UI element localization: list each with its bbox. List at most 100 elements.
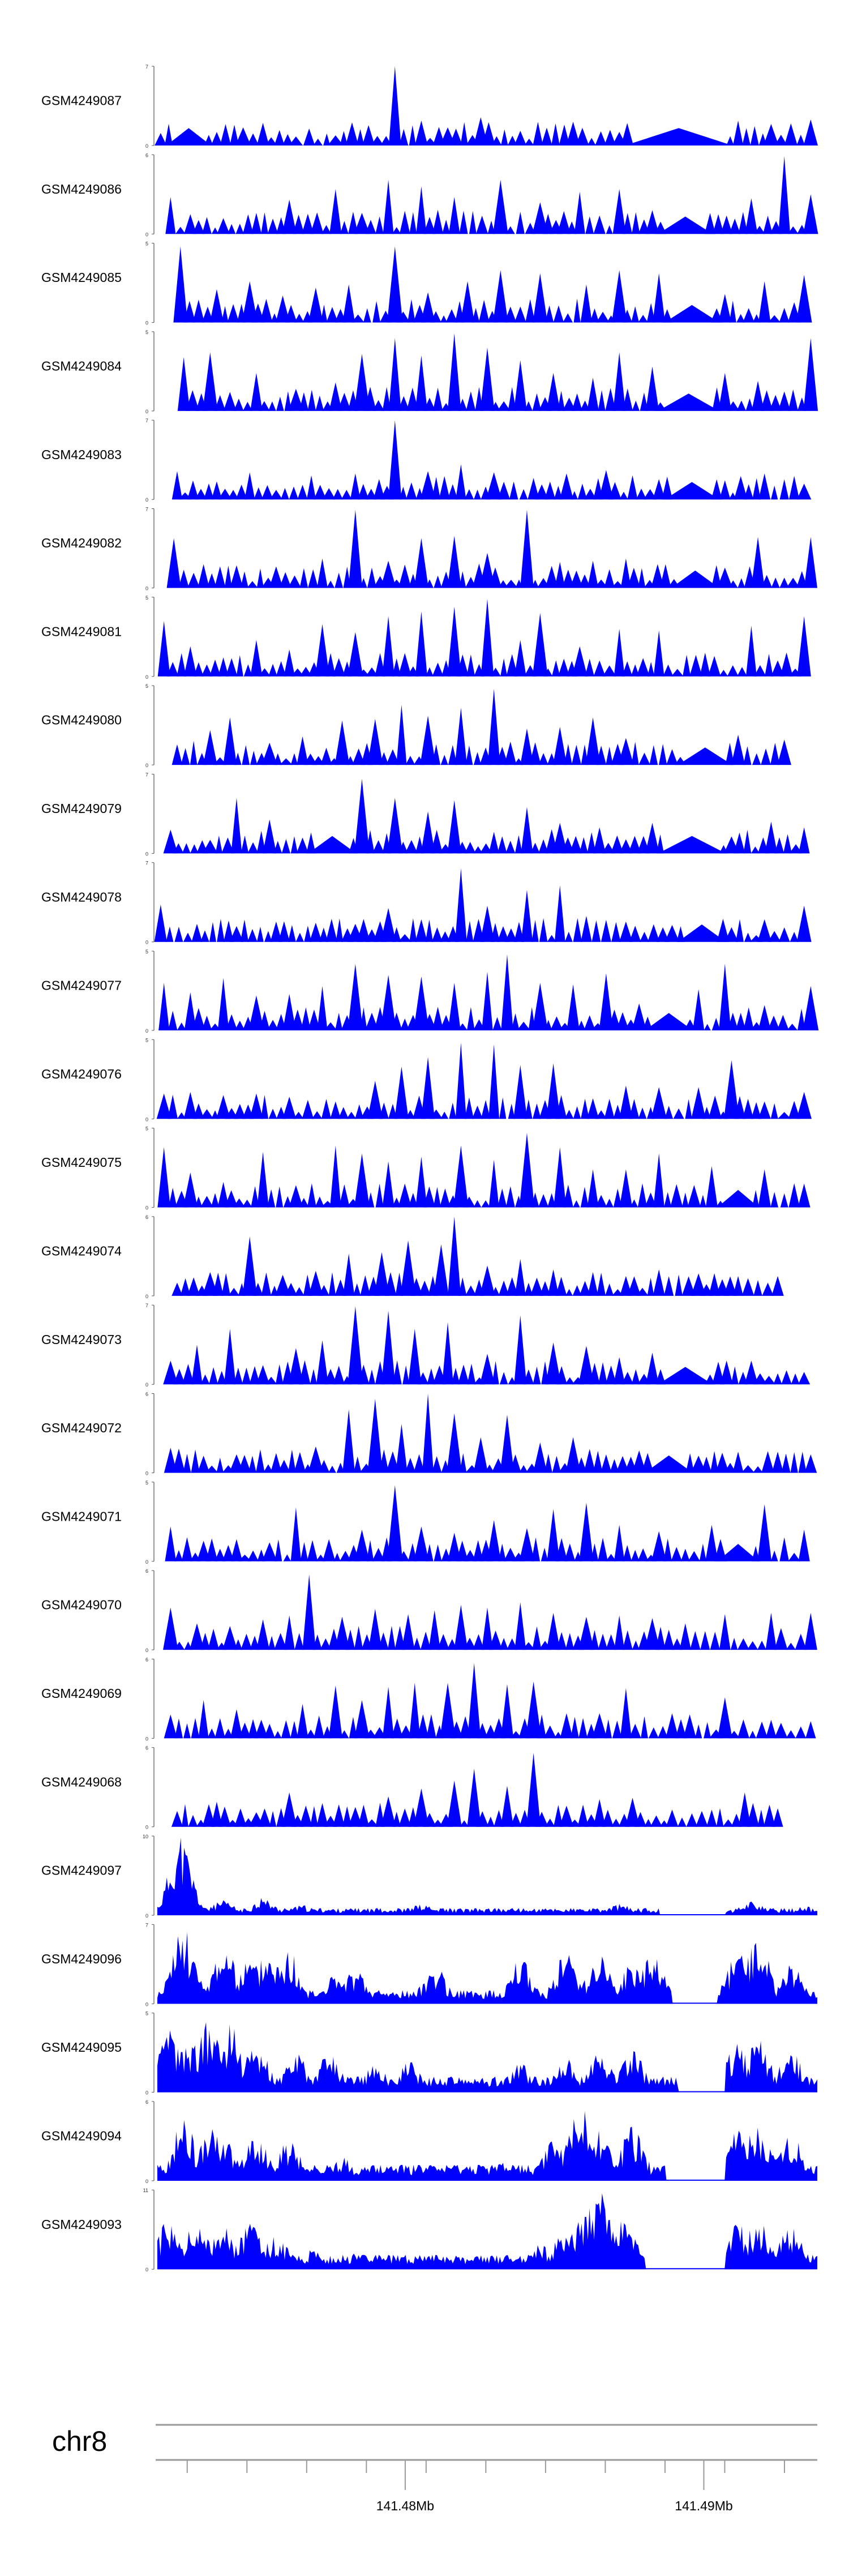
coverage-area (157, 2111, 817, 2181)
coverage-filler (723, 1276, 737, 1296)
coverage-filler (796, 571, 808, 588)
coverage-peak (578, 1616, 594, 1650)
coverage-filler (506, 654, 518, 677)
coverage-filler (716, 1808, 724, 1827)
coverage-filler (618, 1813, 630, 1827)
coverage-filler (602, 842, 615, 854)
coverage-peak (645, 366, 659, 411)
coverage-peak (297, 485, 308, 500)
coverage-filler (787, 302, 801, 323)
coverage-filler (630, 1199, 638, 1208)
coverage-peak (235, 127, 251, 146)
coverage-filler (773, 1373, 782, 1385)
chromosome-label: chr8 (52, 2425, 107, 2457)
coverage-filler (757, 1640, 766, 1650)
coverage-filler (605, 388, 616, 411)
coverage-peak (666, 1809, 679, 1827)
coverage-filler (500, 658, 508, 677)
coverage-filler (360, 1106, 374, 1119)
coverage-filler (247, 928, 258, 942)
coverage-filler (701, 1456, 712, 1473)
coverage-filler (637, 836, 650, 854)
coverage-filler (201, 664, 213, 677)
coverage-filler (747, 1803, 760, 1827)
coverage-peak (382, 1687, 395, 1739)
coverage-peak (203, 352, 218, 411)
coverage-filler (365, 220, 376, 234)
coverage-peak (679, 1623, 692, 1650)
coverage-filler (409, 574, 418, 588)
y-tick-max: 5 (145, 683, 148, 689)
coverage-filler (627, 1276, 641, 1296)
coverage-peak (520, 510, 534, 588)
coverage-filler (498, 1543, 507, 1561)
coverage-peak (354, 1529, 370, 1561)
coverage-peak (717, 567, 733, 588)
coverage-filler (267, 219, 278, 234)
coverage-filler (229, 125, 239, 146)
coverage-peak (218, 657, 229, 677)
coverage-filler (554, 1731, 563, 1739)
coverage-filler (360, 1007, 367, 1030)
coverage-filler (504, 579, 518, 588)
coverage-filler (734, 476, 748, 500)
coverage-peak (581, 915, 592, 942)
coverage-filler (392, 658, 401, 677)
coverage-peak (415, 1157, 427, 1208)
coverage-filler (319, 927, 328, 942)
coverage-filler (304, 926, 312, 942)
coverage-filler (629, 926, 641, 942)
coverage-filler (774, 134, 788, 146)
coverage-filler (510, 1813, 522, 1827)
y-tick-max: 6 (145, 2099, 148, 2105)
coverage-filler (249, 1366, 260, 1385)
coverage-filler (398, 1808, 411, 1827)
coverage-peak (184, 992, 196, 1030)
coverage-peak (447, 536, 461, 588)
coverage-filler (224, 566, 232, 588)
coverage-filler (282, 1361, 293, 1385)
coverage-filler (255, 1449, 265, 1473)
coverage-filler (341, 490, 352, 500)
coverage-peak (342, 284, 355, 323)
coverage-peak (230, 1709, 243, 1739)
coverage-peak (380, 560, 396, 588)
coverage-filler (491, 1458, 505, 1473)
coverage-peak (763, 124, 779, 146)
coverage-peak (482, 1607, 493, 1650)
coverage-filler (423, 397, 436, 411)
coverage-peak (599, 973, 614, 1030)
coverage-filler (519, 1809, 530, 1827)
coverage-filler (398, 1183, 412, 1208)
coverage-filler (375, 653, 385, 677)
coverage-filler (573, 1106, 581, 1119)
coverage-peak (290, 1507, 302, 1561)
coverage-filler (426, 667, 434, 677)
coverage-peak (400, 1240, 416, 1296)
coverage-filler (637, 1373, 651, 1385)
coverage-filler (638, 219, 650, 234)
coverage-filler (217, 1371, 227, 1385)
coverage-filler (786, 1642, 796, 1650)
coverage-filler (632, 1640, 640, 1650)
coverage-filler (178, 570, 190, 588)
coverage-peak (308, 288, 323, 323)
coverage-filler (753, 314, 761, 323)
coverage-peak (223, 392, 237, 411)
coverage-peak (270, 1453, 282, 1473)
coverage-filler (200, 1196, 213, 1208)
coverage-filler (273, 1731, 282, 1739)
coverage-filler (435, 1725, 444, 1739)
coverage-filler (491, 136, 502, 146)
coverage-filler (555, 1538, 568, 1561)
coverage-filler (632, 212, 640, 234)
coverage-filler (466, 1007, 475, 1030)
coverage-filler (275, 1539, 282, 1561)
coverage-filler (236, 655, 243, 677)
coverage-filler (767, 931, 781, 942)
coverage-peak (447, 1533, 461, 1561)
coverage-filler (399, 129, 409, 146)
coverage-filler (351, 314, 365, 323)
coverage-filler (464, 489, 474, 500)
